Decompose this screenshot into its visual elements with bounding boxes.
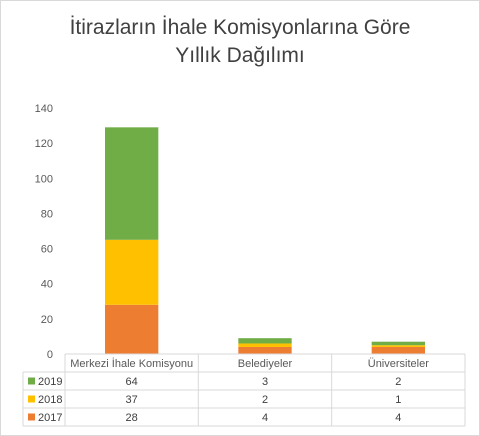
- data-table-value: 1: [395, 394, 401, 406]
- y-tick-label: 20: [41, 314, 53, 326]
- data-table-value: 2: [395, 376, 401, 388]
- chart-title-line-1: İtirazların İhale Komisyonlarına Göre: [70, 16, 411, 39]
- bar-segment-2019: [238, 338, 292, 344]
- bar-segment-2018: [105, 239, 159, 305]
- data-table-value: 2: [262, 394, 268, 406]
- legend-key-2018: [28, 395, 35, 403]
- data-table-value: 37: [126, 394, 138, 406]
- y-axis-tick-labels: 0 20 40 60 80 100 120 140: [35, 103, 53, 361]
- category-label: Belediyeler: [238, 358, 293, 370]
- data-table-value: 3: [262, 376, 268, 388]
- bar-segment-2017: [371, 346, 425, 354]
- series-label: 2019: [38, 376, 62, 388]
- category-label: Merkezi İhale Komisyonu: [70, 357, 193, 370]
- legend-key-2019: [28, 377, 35, 385]
- bar-segment-2017: [105, 304, 159, 354]
- legend-key-2017: [28, 413, 35, 421]
- y-tick-label: 140: [35, 103, 53, 115]
- bar-segment-2019: [371, 341, 425, 346]
- category-label: Üniversiteler: [368, 358, 429, 370]
- bar-segment-2017: [238, 346, 292, 354]
- y-tick-label: 40: [41, 279, 53, 291]
- series-label: 2018: [38, 394, 62, 406]
- series-label: 2017: [38, 412, 62, 424]
- data-table-value: 64: [126, 376, 138, 388]
- data-table-value: 28: [126, 412, 138, 424]
- bar-segment-2019: [105, 127, 159, 240]
- bars: [105, 127, 425, 354]
- y-tick-label: 120: [35, 138, 53, 150]
- data-table-value: 4: [395, 412, 401, 424]
- data-table: Merkezi İhale Komisyonu Belediyeler Üniver…: [22, 353, 466, 427]
- data-table-value: 4: [262, 412, 268, 424]
- y-tick-label: 0: [47, 349, 53, 361]
- bar-segment-2018: [238, 343, 292, 347]
- chart-title-line-2: Yıllık Dağılımı: [175, 44, 305, 67]
- y-tick-label: 80: [41, 208, 53, 220]
- bar-segment-2018: [371, 345, 425, 347]
- y-tick-label: 60: [41, 244, 53, 256]
- y-tick-label: 100: [35, 173, 53, 185]
